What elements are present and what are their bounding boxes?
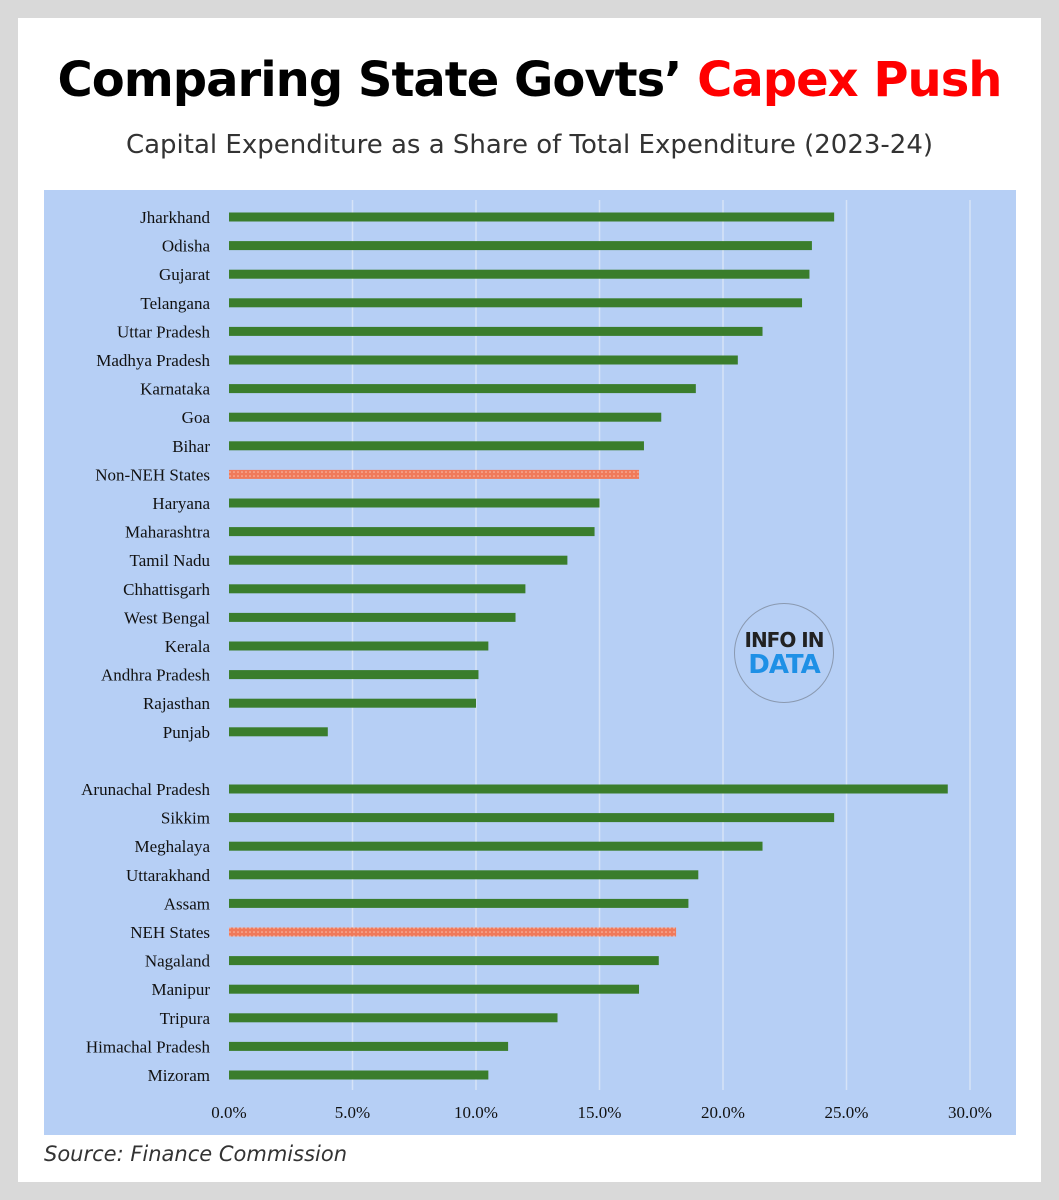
bar [229, 670, 479, 680]
bar [229, 1013, 558, 1023]
bar [229, 612, 516, 622]
bar [229, 870, 699, 880]
bar [229, 698, 476, 708]
bar [229, 355, 738, 365]
category-label: Rajasthan [143, 694, 211, 713]
bar-highlight [229, 469, 640, 479]
category-label: Meghalaya [134, 837, 210, 856]
category-label: Goa [182, 408, 211, 427]
bar [229, 298, 803, 308]
category-label: West Bengal [124, 608, 210, 627]
category-label: NEH States [130, 923, 210, 942]
category-label: Non-NEH States [95, 465, 210, 484]
logo-line-2: DATA [748, 650, 821, 680]
bar-highlight [229, 927, 677, 937]
category-label: Sikkim [161, 809, 210, 828]
x-tick-label: 20.0% [701, 1103, 745, 1122]
x-tick-label: 25.0% [825, 1103, 869, 1122]
category-label: Tamil Nadu [130, 551, 211, 570]
logo-line-1: INFO IN [744, 628, 825, 652]
category-label: Bihar [172, 437, 210, 456]
category-label: Karnataka [140, 380, 210, 399]
x-tick-label: 30.0% [948, 1103, 992, 1122]
bar [229, 727, 328, 737]
title-accent: Capex Push [697, 52, 1002, 108]
bar [229, 641, 489, 651]
category-label: Chhattisgarh [123, 580, 210, 599]
title-main: Comparing State Govts’ [57, 52, 683, 108]
category-label: Punjab [163, 723, 210, 742]
category-label: Telangana [140, 294, 210, 313]
bar [229, 527, 595, 537]
source-note: Source: Finance Commission [44, 1142, 348, 1166]
bar [229, 384, 696, 394]
page-title: Comparing State Govts’ Capex Push [18, 52, 1041, 108]
category-labels: Jharkhand Odisha Gujarat Telangana Uttar Pra… [81, 208, 210, 1085]
bar [229, 241, 812, 251]
x-tick-label: 5.0% [335, 1103, 370, 1122]
bar [229, 269, 810, 279]
bar [229, 813, 835, 823]
bar [229, 956, 659, 966]
bar [229, 984, 640, 994]
bar [229, 412, 662, 422]
chart-plot-area: Jharkhand Odisha Gujarat Telangana Uttar Pra… [44, 190, 1016, 1135]
category-label: Manipur [151, 980, 210, 999]
bar [229, 1070, 489, 1080]
category-label: Uttarakhand [126, 866, 211, 885]
bars [229, 212, 948, 1080]
x-axis-ticks: 0.0% 5.0% 10.0% 15.0% 20.0% 25.0% 30.0% [211, 1103, 992, 1122]
bar [229, 898, 689, 908]
bar [229, 1041, 509, 1051]
infoindata-logo: INFO IN DATA [734, 603, 834, 703]
category-label: Kerala [165, 637, 211, 656]
category-label: Arunachal Pradesh [81, 780, 210, 799]
category-label: Haryana [152, 494, 210, 513]
bar [229, 584, 526, 594]
category-label: Andhra Pradesh [101, 666, 211, 685]
category-label: Uttar Pradesh [117, 322, 211, 341]
category-label: Jharkhand [140, 208, 210, 227]
bar [229, 841, 763, 851]
bar [229, 326, 763, 336]
category-label: Tripura [160, 1009, 211, 1028]
category-label: Madhya Pradesh [96, 351, 210, 370]
category-label: Himachal Pradesh [86, 1037, 211, 1056]
bar-chart: Jharkhand Odisha Gujarat Telangana Uttar Pra… [81, 200, 992, 1122]
bar [229, 498, 600, 508]
category-label: Nagaland [145, 952, 211, 971]
category-label: Mizoram [148, 1066, 210, 1085]
bar [229, 441, 644, 451]
category-label: Gujarat [159, 265, 210, 284]
bar [229, 555, 568, 565]
x-tick-label: 0.0% [211, 1103, 246, 1122]
category-label: Assam [164, 894, 210, 913]
x-tick-label: 15.0% [578, 1103, 622, 1122]
bar [229, 784, 948, 794]
category-label: Odisha [162, 237, 211, 256]
chart-subtitle: Capital Expenditure as a Share of Total … [125, 130, 934, 160]
x-tick-label: 10.0% [454, 1103, 498, 1122]
category-label: Maharashtra [125, 523, 210, 542]
bar [229, 212, 835, 222]
